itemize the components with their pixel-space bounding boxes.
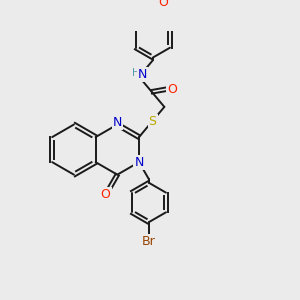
- Text: S: S: [148, 115, 157, 128]
- Text: N: N: [112, 116, 122, 129]
- Text: O: O: [167, 82, 177, 95]
- Text: O: O: [101, 188, 111, 201]
- Text: N: N: [138, 68, 147, 81]
- Text: Br: Br: [142, 236, 156, 248]
- Text: H: H: [133, 68, 140, 78]
- Text: N: N: [134, 156, 144, 169]
- Text: O: O: [158, 0, 168, 9]
